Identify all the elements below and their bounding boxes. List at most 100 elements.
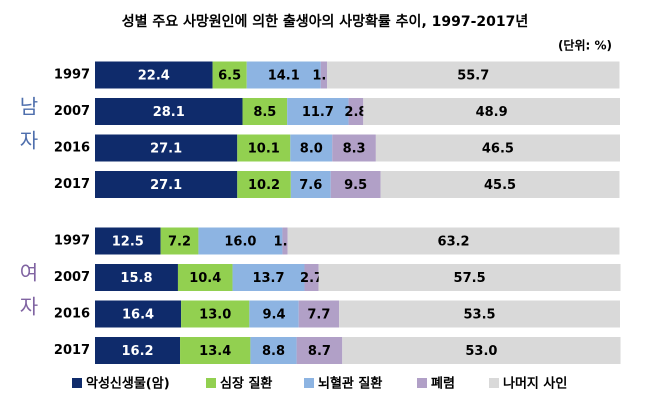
- value-label: 9.5: [344, 178, 367, 193]
- bar-segment: [95, 171, 238, 198]
- bar-segment: [339, 300, 620, 328]
- value-label: 16.4: [122, 308, 154, 323]
- bar-segment: [282, 227, 288, 255]
- legend-label: 폐렴: [431, 377, 455, 392]
- value-label: 12.5: [112, 235, 144, 250]
- value-label: 13.7: [252, 271, 284, 286]
- bar-segment: [95, 61, 213, 89]
- bar-segment: [198, 227, 283, 255]
- value-label: 14.1: [268, 69, 300, 84]
- bar-segment: [304, 264, 319, 291]
- legend-label: 악성신생물(암): [86, 376, 170, 392]
- bar-segment: [212, 61, 247, 89]
- bar-segment: [342, 337, 621, 364]
- chart-title: 성별 주요 사망원인에 의한 출생아의 사망확률 추이, 1997-2017년: [122, 13, 529, 30]
- value-label: 13.0: [199, 308, 231, 323]
- bar-segment: [180, 337, 251, 364]
- value-label: 8.3: [343, 142, 366, 157]
- bar-segment: [160, 227, 199, 255]
- bar-segment: [287, 227, 620, 255]
- y-tick-label: 2007: [54, 270, 90, 285]
- y-tick-label: 2007: [54, 104, 90, 119]
- value-label: 15.8: [120, 271, 152, 286]
- legend-swatch: [417, 378, 427, 388]
- unit-note: (단위: %): [558, 38, 612, 53]
- y-tick-label: 1997: [54, 234, 90, 249]
- bar-segment: [332, 134, 376, 162]
- legend-swatch: [489, 378, 499, 388]
- value-label: 27.1: [150, 142, 182, 157]
- value-label: 13.4: [199, 344, 231, 359]
- value-label: 8.8: [262, 344, 285, 359]
- bar-segment: [95, 300, 182, 328]
- value-label: 27.1: [150, 178, 182, 193]
- bar-segment: [250, 337, 297, 364]
- value-label: 45.5: [484, 178, 516, 193]
- value-label: 2.8: [344, 105, 367, 120]
- value-label: 48.9: [476, 105, 508, 120]
- bar-segment: [330, 171, 381, 198]
- value-label: 53.0: [465, 344, 497, 359]
- value-label: 10.2: [248, 178, 280, 193]
- value-label: 7.2: [168, 235, 191, 250]
- value-label: 8.7: [308, 344, 331, 359]
- value-label: 8.5: [253, 105, 276, 120]
- bar-segment: [290, 171, 331, 198]
- value-label: 55.7: [457, 69, 489, 84]
- bar-segment: [298, 300, 340, 328]
- bar-segment: [246, 61, 321, 89]
- value-label: 9.4: [263, 308, 286, 323]
- bar-segment: [375, 134, 620, 162]
- bar-segment: [237, 134, 291, 162]
- bar-segment: [320, 61, 328, 89]
- value-label: 7.7: [307, 308, 330, 323]
- group-label: 여자: [16, 261, 40, 329]
- bar-segment: [95, 98, 243, 125]
- legend-label: 나머지 사인: [503, 376, 567, 392]
- value-label: 53.5: [464, 308, 496, 323]
- bar-segment: [380, 171, 620, 198]
- bar-segment: [363, 98, 620, 125]
- value-label: 6.5: [218, 69, 241, 84]
- value-label: 16.0: [224, 235, 256, 250]
- y-tick-label: 2016: [54, 307, 90, 322]
- bar-segment: [242, 98, 288, 125]
- bar-segment: [177, 264, 233, 291]
- bar-segment: [348, 98, 364, 125]
- value-label: 63.2: [438, 235, 470, 250]
- bar-segment: [296, 337, 343, 364]
- bar-segment: [181, 300, 250, 328]
- value-label: 10.1: [248, 142, 280, 157]
- value-label: 2.7: [300, 271, 323, 286]
- legend-label: 뇌혈관 질환: [318, 376, 382, 392]
- value-label: 46.5: [482, 142, 514, 157]
- value-label: 28.1: [153, 105, 185, 120]
- legend-swatch: [206, 378, 216, 388]
- bar-segment: [290, 134, 333, 162]
- y-tick-label: 2016: [54, 141, 90, 156]
- bar-segment: [232, 264, 305, 291]
- value-label: 22.4: [138, 69, 170, 84]
- value-label: 11.7: [302, 105, 334, 120]
- bar-segment: [237, 171, 291, 198]
- value-label: 8.0: [300, 142, 323, 157]
- value-label: 7.6: [299, 178, 322, 193]
- y-tick-label: 1997: [54, 68, 90, 83]
- bar-segment: [95, 134, 238, 162]
- value-label: 10.4: [189, 271, 221, 286]
- y-tick-label: 2017: [54, 177, 90, 192]
- group-label: 남자: [16, 95, 40, 163]
- bar-segment: [318, 264, 621, 291]
- bar-segment: [287, 98, 349, 125]
- bar-segment: [327, 61, 620, 89]
- bar-segment: [95, 227, 161, 255]
- bar-segment: [95, 264, 178, 291]
- legend-label: 심장 질환: [220, 376, 272, 392]
- y-tick-label: 2017: [54, 343, 90, 358]
- value-label: 16.2: [121, 344, 153, 359]
- legend-swatch: [72, 378, 82, 388]
- value-label: 57.5: [454, 271, 486, 286]
- bar-segment: [249, 300, 299, 328]
- bar-segment: [95, 337, 181, 364]
